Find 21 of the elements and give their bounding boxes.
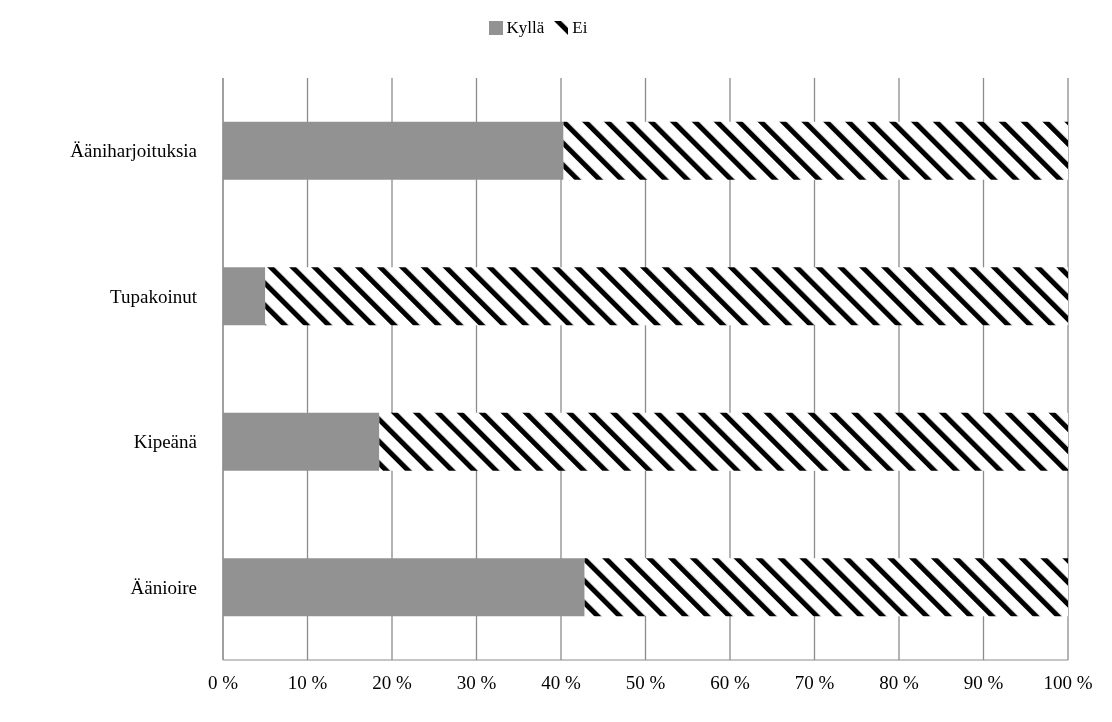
legend-label: Kyllä: [506, 18, 545, 38]
x-tick-label: 20 %: [372, 672, 412, 694]
y-tick-label: Tupakoinut: [110, 285, 198, 307]
x-tick-label: 0 %: [207, 672, 239, 694]
bar: [584, 558, 1068, 617]
bar: [379, 412, 1068, 471]
x-tick-label: 40 %: [541, 672, 581, 694]
x-tick-label: 60 %: [710, 672, 750, 694]
y-tick-label: Ääniharjoituksia: [70, 140, 198, 162]
y-tick-label: Äänioire: [130, 576, 197, 598]
bar: [265, 267, 1068, 326]
x-tick-label: 90 %: [963, 672, 1004, 694]
x-tick-label: 30 %: [456, 672, 497, 694]
y-tick-label: Kipeänä: [133, 431, 198, 453]
x-tick-label: 70 %: [794, 672, 835, 694]
x-tick-label: 100 %: [1043, 672, 1093, 694]
x-tick-label: 50 %: [625, 672, 666, 694]
x-tick-label: 10 %: [287, 672, 328, 694]
bar: [563, 121, 1068, 180]
legend-label: Ei: [572, 18, 588, 38]
x-tick-label: 80 %: [879, 672, 919, 694]
